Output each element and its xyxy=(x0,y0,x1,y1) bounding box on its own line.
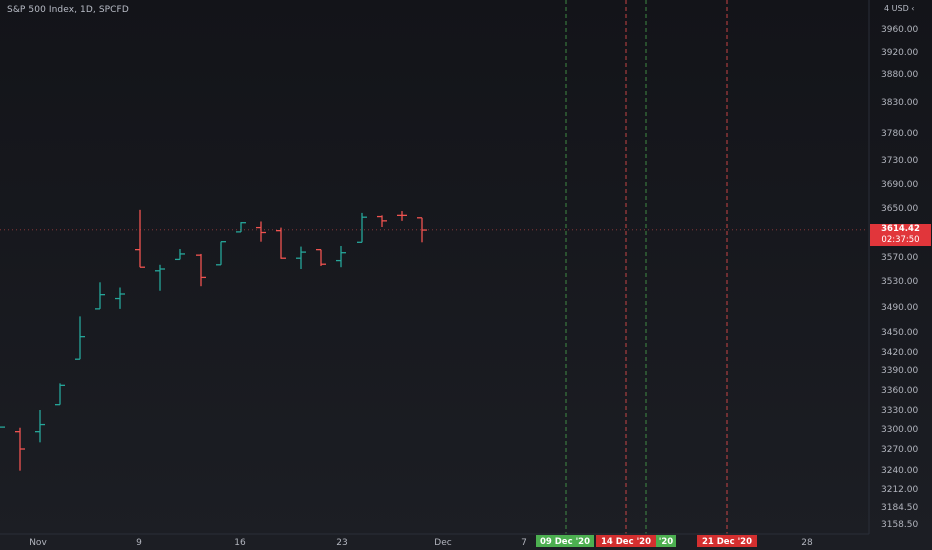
ohlc-bar xyxy=(276,227,286,259)
date-marker-text: '20 xyxy=(659,537,674,547)
ohlc-bar xyxy=(397,211,407,221)
price-tick-label: 3300.00 xyxy=(881,425,918,435)
ohlc-bar xyxy=(357,212,367,243)
date-marker-box xyxy=(536,535,594,547)
price-tick-label: 3158.50 xyxy=(881,520,918,530)
price-tick-label: 3390.00 xyxy=(881,366,918,376)
time-tick-label: Dec xyxy=(434,538,451,548)
ohlc-bar xyxy=(196,253,206,287)
price-tick-label: 3420.00 xyxy=(881,348,918,358)
price-tick-label: 3570.00 xyxy=(881,253,918,263)
date-marker-box xyxy=(656,535,676,547)
ohlc-bar xyxy=(175,249,185,261)
ohlc-bar xyxy=(336,245,346,268)
date-marker-box xyxy=(697,535,757,547)
ohlc-bar xyxy=(55,383,65,406)
time-tick-label: Nov xyxy=(29,538,47,548)
ohlc-bar xyxy=(417,217,427,243)
ohlc-bar xyxy=(75,316,85,360)
price-tick-label: 3730.00 xyxy=(881,156,918,166)
date-marker-label: 14 Dec '20 xyxy=(596,535,656,547)
price-tick-label: 3212.00 xyxy=(881,485,918,495)
currency-selector[interactable]: 4 USD ‹ xyxy=(884,4,915,13)
price-tick-label: 3530.00 xyxy=(881,277,918,287)
time-tick-label: 28 xyxy=(801,538,813,548)
price-tick-label: 3240.00 xyxy=(881,466,918,476)
price-axis: 3960.00 3920.00 3880.00 3830.00 3780.00 3730.… xyxy=(868,0,918,534)
ohlc-bar xyxy=(236,222,246,233)
ohlc-bar xyxy=(296,246,306,269)
ohlc-bar xyxy=(115,287,125,309)
ohlc-bar xyxy=(155,264,165,291)
price-tick-label: 3184.50 xyxy=(881,503,918,513)
price-tick-label: 3490.00 xyxy=(881,303,918,313)
time-tick-label: 16 xyxy=(234,538,246,548)
ohlc-bar xyxy=(216,241,226,266)
chart-title: S&P 500 Index, 1D, SPCFD xyxy=(7,5,129,15)
time-axis: Nov 9 16 23 Dec 7 28 09 Dec '20 14 Dec '20 '20 21 … xyxy=(0,533,869,548)
date-marker-text: 21 Dec '20 xyxy=(702,537,752,547)
date-marker-box xyxy=(596,535,656,547)
time-tick-label: 23 xyxy=(336,538,347,548)
ohlc-bar xyxy=(256,221,266,242)
price-tick-label: 3920.00 xyxy=(881,48,918,58)
ohlc-bar xyxy=(95,282,105,310)
date-marker-label: '20 xyxy=(656,535,676,547)
time-tick-label: 7 xyxy=(521,538,527,548)
date-marker-label: 09 Dec '20 xyxy=(536,535,594,547)
price-tick-label: 3450.00 xyxy=(881,328,918,338)
date-marker-label: 21 Dec '20 xyxy=(697,535,757,547)
ohlc-bar xyxy=(135,209,145,268)
price-tick-label: 3960.00 xyxy=(881,25,918,35)
price-tick-label: 3880.00 xyxy=(881,70,918,80)
ohlc-bar xyxy=(377,215,387,227)
price-tick-label: 3780.00 xyxy=(881,129,918,139)
date-marker-text: 14 Dec '20 xyxy=(601,537,651,547)
ohlc-bar xyxy=(35,410,45,443)
ohlc-bar xyxy=(15,427,25,471)
countdown-label: 02:37:50 xyxy=(870,235,931,246)
price-tick-label: 3650.00 xyxy=(881,204,918,214)
date-marker-text: 09 Dec '20 xyxy=(540,537,590,547)
price-tick-label: 3270.00 xyxy=(881,445,918,455)
date-markers xyxy=(565,0,728,534)
time-tick-label: 9 xyxy=(136,538,142,548)
price-tick-label: 3830.00 xyxy=(881,98,918,108)
ohlc-bar xyxy=(316,248,326,266)
last-price-label: 3614.42 xyxy=(870,224,931,235)
price-tick-label: 3690.00 xyxy=(881,180,918,190)
price-bars xyxy=(0,209,868,471)
price-tick-label: 3330.00 xyxy=(881,406,918,416)
price-tick-label: 3360.00 xyxy=(881,386,918,396)
